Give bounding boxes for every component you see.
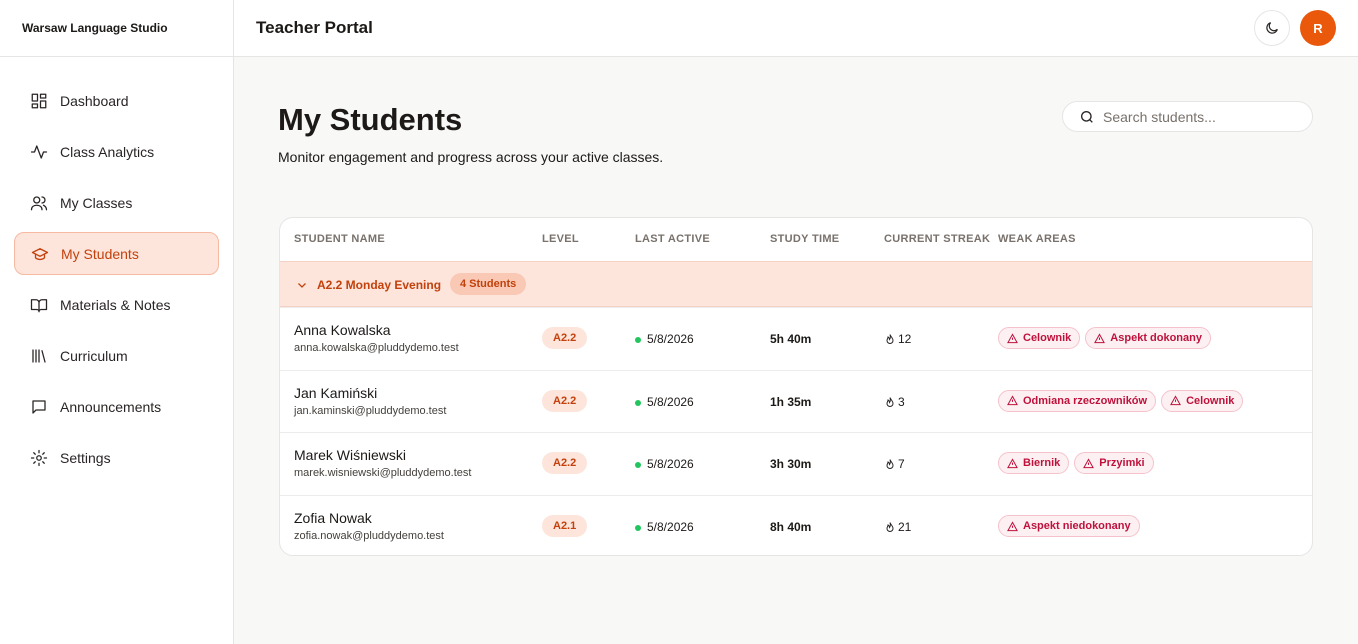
level-badge: A2.2 <box>542 327 588 349</box>
streak-icon <box>884 521 896 539</box>
brand: Warsaw Language Studio <box>0 0 233 57</box>
status-dot <box>635 399 641 406</box>
sidebar: Warsaw Language Studio Dashboard Class An… <box>0 0 234 644</box>
student-row[interactable]: Anna Kowalska anna.kowalska@pluddydemo.te… <box>280 307 1312 370</box>
study-time: 1h 35m <box>770 394 812 409</box>
column-header: CURRENT STREAK <box>884 233 991 245</box>
search-placeholder: Search students... <box>1103 108 1216 125</box>
student-row[interactable]: Marek Wiśniewski marek.wisniewski@pluddyd… <box>280 432 1312 495</box>
student-name: Jan Kamiński <box>294 384 378 401</box>
nav-item[interactable]: Dashboard <box>14 79 219 122</box>
status-dot <box>635 525 641 532</box>
student-name: Zofia Nowak <box>294 510 372 527</box>
nav-label: Settings <box>60 449 111 466</box>
nav-label: Class Analytics <box>60 143 155 160</box>
nav-item[interactable]: Settings <box>14 436 219 479</box>
current-streak: 3 <box>898 394 905 409</box>
column-header: STUDENT NAME <box>294 233 385 245</box>
student-name: Anna Kowalska <box>294 322 391 338</box>
nav-item[interactable]: Materials & Notes <box>14 283 219 326</box>
column-header: LAST ACTIVE <box>635 233 711 245</box>
last-active: 5/8/2026 <box>647 332 694 346</box>
weak-area-tag: Aspekt niedokonany <box>998 515 1140 538</box>
nav-item[interactable]: My Classes <box>14 181 219 224</box>
streak-icon <box>884 396 896 414</box>
nav-label: My Classes <box>60 194 133 211</box>
level-badge: A2.2 <box>542 389 588 412</box>
status-dot <box>635 462 641 469</box>
student-row[interactable]: Zofia Nowak zofia.nowak@pluddydemo.test A2… <box>280 495 1312 555</box>
nav-item[interactable]: Curriculum <box>14 334 219 377</box>
student-email: jan.kaminski@pluddydemo.test <box>294 404 447 417</box>
student-email: anna.kowalska@pluddydemo.test <box>294 342 459 354</box>
weak-area-tag: Biernik <box>998 452 1070 475</box>
nav-label: Dashboard <box>60 92 129 109</box>
level-badge: A2.1 <box>542 515 588 538</box>
study-time: 8h 40m <box>770 520 812 535</box>
study-time: 5h 40m <box>770 332 812 346</box>
weak-area-label: Odmiana rzeczowników <box>1023 394 1148 407</box>
nav-item[interactable]: Announcements <box>14 385 219 428</box>
nav-label: Materials & Notes <box>60 296 171 313</box>
weak-area-label: Aspekt dokonany <box>1110 332 1202 344</box>
streak-icon <box>884 333 896 351</box>
avatar[interactable]: R <box>1300 10 1336 46</box>
last-active: 5/8/2026 <box>647 457 694 472</box>
weak-area-label: Biernik <box>1023 457 1061 470</box>
nav-label: Curriculum <box>60 347 128 364</box>
weak-areas: Celownik Aspekt dokonany <box>998 327 1216 349</box>
last-active: 5/8/2026 <box>647 520 694 535</box>
search-box[interactable]: Search students... <box>1062 101 1313 132</box>
nav-label: Announcements <box>60 398 162 415</box>
nav-label: My Students <box>61 245 139 262</box>
portal-title: Teacher Portal <box>256 18 373 37</box>
current-streak: 12 <box>898 332 912 346</box>
current-streak: 7 <box>898 457 905 472</box>
weak-area-label: Przyimki <box>1099 457 1145 470</box>
column-header: LEVEL <box>542 233 579 245</box>
streak-icon <box>884 458 896 476</box>
nav-item[interactable]: Class Analytics <box>14 130 219 173</box>
weak-area-tag: Odmiana rzeczowników <box>998 389 1157 412</box>
students-table: A2.2 Monday Evening 4 Students STUDENT N… <box>279 217 1313 556</box>
weak-areas: Aspekt niedokonany <box>998 515 1145 538</box>
page-subtitle: Monitor engagement and progress across y… <box>278 149 664 165</box>
level-badge: A2.2 <box>542 452 588 475</box>
weak-area-tag: Aspekt dokonany <box>1085 327 1211 349</box>
weak-areas: Odmiana rzeczowników Celownik <box>998 389 1248 412</box>
weak-areas: Biernik Przyimki <box>998 452 1159 475</box>
student-email: marek.wisniewski@pluddydemo.test <box>294 467 472 480</box>
weak-area-label: Aspekt niedokonany <box>1023 520 1131 533</box>
column-header: STUDY TIME <box>770 233 840 245</box>
current-streak: 21 <box>898 520 912 535</box>
weak-area-label: Celownik <box>1186 394 1235 407</box>
weak-area-label: Celownik <box>1023 332 1072 344</box>
student-name: Marek Wiśniewski <box>294 447 407 464</box>
group-name: A2.2 Monday Evening <box>317 278 442 292</box>
status-dot <box>635 337 641 343</box>
group-count: 4 Students <box>450 273 527 295</box>
weak-area-tag: Celownik <box>1161 389 1244 412</box>
theme-toggle[interactable] <box>1254 10 1290 46</box>
weak-area-tag: Celownik <box>998 327 1081 349</box>
study-time: 3h 30m <box>770 457 812 472</box>
group-row[interactable]: A2.2 Monday Evening 4 Students <box>280 261 1312 307</box>
column-header: WEAK AREAS <box>998 233 1076 245</box>
top-bar: Teacher Portal R <box>234 0 1358 57</box>
last-active: 5/8/2026 <box>647 394 694 409</box>
student-row[interactable]: Jan Kamiński jan.kaminski@pluddydemo.test… <box>280 369 1312 433</box>
weak-area-tag: Przyimki <box>1074 452 1154 475</box>
nav-item[interactable]: My Students <box>14 232 219 275</box>
page-title: My Students <box>278 102 463 137</box>
student-email: zofia.nowak@pluddydemo.test <box>294 530 444 543</box>
